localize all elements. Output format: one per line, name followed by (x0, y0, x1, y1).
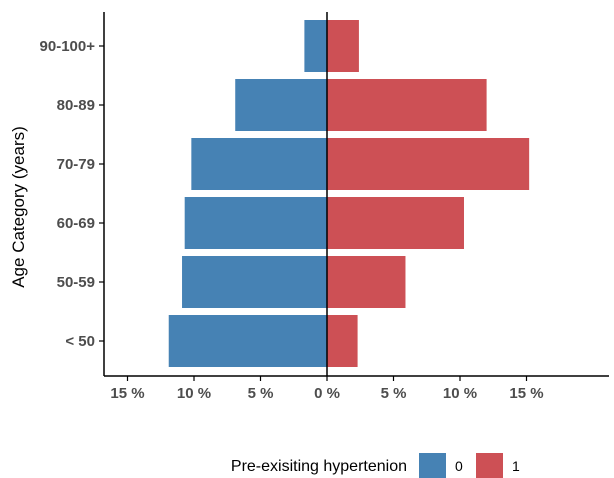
x-tick-label: 15 % (509, 385, 543, 402)
legend-label-0: 0 (455, 458, 463, 474)
x-tick-label: 10 % (177, 385, 211, 402)
legend-key-1 (476, 453, 503, 478)
bar-series-1-80-89 (327, 79, 487, 131)
y-ticks-layer: < 50 50-59 60-69 70-79 80-89 90-100+ (40, 38, 104, 350)
bar-series-0-80-89 (235, 79, 327, 131)
legend-title: Pre-exisiting hypertenion (231, 458, 407, 475)
bar-series-0-90-100- (304, 20, 327, 72)
bar-series-0-70-79 (191, 138, 327, 190)
x-tick-label: 0 % (314, 385, 340, 402)
y-tick-label: 80-89 (57, 97, 95, 114)
y-tick-label: 50-59 (57, 274, 95, 291)
x-ticks-layer: 15 % 10 % 5 % 0 % 5 % 10 % 15 % (110, 376, 544, 402)
y-tick-label: 60-69 (57, 215, 95, 232)
y-tick-label: 70-79 (57, 156, 95, 173)
x-tick-label: 10 % (443, 385, 477, 402)
bar-series-0-60-69 (184, 197, 327, 249)
bar-series-0-50-59 (182, 256, 327, 308)
bar-series-1--50 (327, 315, 358, 367)
bar-series-1-70-79 (327, 138, 530, 190)
y-tick-label: 90-100+ (40, 38, 96, 55)
legend-label-1: 1 (512, 458, 520, 474)
bars-layer (168, 20, 530, 367)
x-tick-label: 5 % (381, 385, 407, 402)
bar-series-1-50-59 (327, 256, 406, 308)
x-tick-label: 15 % (110, 385, 144, 402)
bar-series-1-60-69 (327, 197, 464, 249)
bar-series-1-90-100- (327, 20, 359, 72)
y-tick-label: < 50 (65, 333, 95, 350)
bar-series-0--50 (168, 315, 327, 367)
legend-key-0 (419, 453, 446, 478)
y-axis-title: Age Category (years) (9, 126, 28, 288)
x-tick-label: 5 % (248, 385, 274, 402)
